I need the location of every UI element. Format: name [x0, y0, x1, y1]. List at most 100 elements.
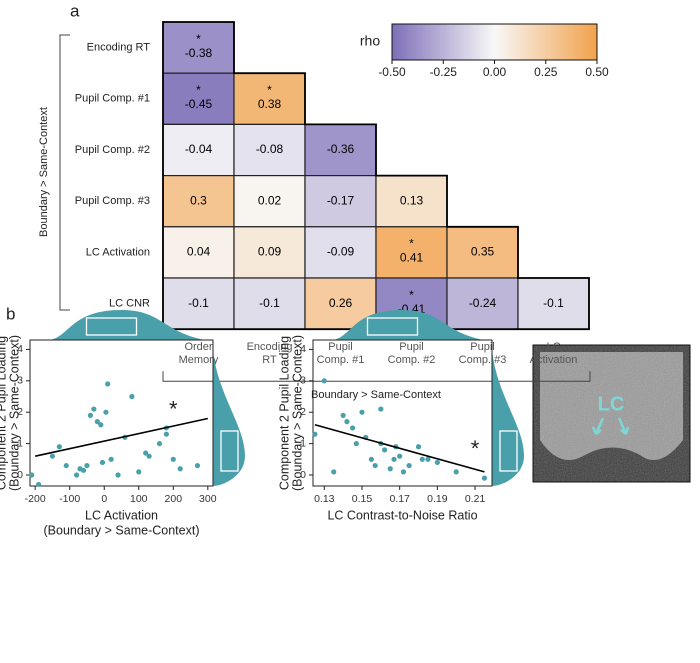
panel-label: b: [6, 304, 15, 323]
x-tick-label: -100: [59, 493, 80, 505]
cell-value: -0.36: [327, 142, 355, 156]
data-point: [129, 393, 135, 400]
data-point: [146, 453, 152, 459]
heatmap-cell: [233, 175, 306, 228]
significance-star: *: [409, 288, 414, 302]
col-label: Encoding: [247, 341, 293, 353]
data-point: [397, 453, 403, 459]
row-label: LC Activation: [86, 246, 150, 258]
colorbar-tick-label: 0.25: [534, 65, 558, 79]
plot-frame: [29, 339, 214, 487]
significance-star: *: [409, 237, 414, 251]
x-tick-label: 0.17: [389, 493, 410, 505]
data-point: [340, 412, 346, 418]
data-point: [331, 469, 337, 475]
data-point: [434, 459, 440, 466]
cell-value: 0.02: [258, 193, 282, 207]
y-tick-label: 3: [17, 375, 23, 387]
cell-value: -0.04: [185, 142, 213, 156]
x-tick-label: 0: [101, 493, 107, 505]
cell-value: -0.17: [327, 193, 355, 207]
cell-value: 0.26: [329, 296, 353, 310]
data-point: [382, 447, 388, 453]
y-axis-label: Component 2 Pupil Loading: [277, 336, 291, 490]
y-axis-label: Component 2 Pupil Loading: [0, 336, 8, 490]
data-point: [156, 441, 163, 447]
y-tick-label: 4: [300, 343, 306, 355]
col-label: RT: [262, 354, 277, 366]
cell-value: -0.08: [256, 142, 284, 156]
significance-star: *: [267, 83, 272, 97]
data-point: [194, 462, 201, 469]
x-tick-label: 200: [165, 493, 183, 505]
y-tick-label: 3: [300, 375, 306, 387]
y-tick-label: 1: [17, 437, 23, 449]
row-label: Pupil Comp. #2: [75, 144, 150, 156]
colorbar-tick-label: -0.25: [430, 65, 458, 79]
y-tick-label: 0: [17, 469, 23, 481]
x-axis-label: LC Activation: [85, 508, 158, 522]
data-point: [387, 466, 393, 472]
y-tick-label: 2: [300, 406, 306, 418]
x-axis-label: LC Contrast-to-Noise Ratio: [327, 508, 477, 522]
cell-value: -0.45: [185, 97, 213, 111]
heatmap-cell: [162, 277, 235, 330]
cell-value: 0.3: [190, 193, 207, 207]
row-label: LC CNR: [109, 298, 150, 310]
heatmap-cell: [233, 123, 306, 177]
data-point: [359, 409, 365, 415]
row-label: Pupil Comp. #1: [75, 93, 150, 105]
cell-value: -0.1: [543, 296, 564, 310]
x-tick-label: -200: [25, 493, 46, 505]
annotation: *: [471, 436, 480, 461]
y-axis-label: (Boundary > Same-Context): [290, 335, 304, 491]
data-point: [177, 466, 183, 472]
col-label: LC: [546, 341, 560, 353]
data-point: [74, 472, 80, 478]
data-point: [391, 456, 397, 462]
image-noise: [533, 345, 690, 482]
row-label: Pupil Comp. #3: [75, 195, 150, 207]
data-point: [136, 469, 142, 475]
cell-value: -0.24: [469, 296, 497, 310]
bracket: [59, 34, 70, 311]
cell-value: -0.1: [188, 296, 209, 310]
col-label: Pupil: [328, 341, 352, 353]
bracket-label: Boundary > Same-Context: [38, 107, 50, 237]
colorbar-tick-label: 0.50: [585, 65, 609, 79]
row-label: Encoding RT: [87, 42, 151, 54]
col-label: Pupil: [470, 341, 494, 353]
data-point: [91, 406, 97, 412]
data-point: [29, 472, 35, 478]
fit-line: [314, 424, 485, 473]
data-point: [378, 406, 384, 412]
data-point: [36, 481, 42, 488]
x-tick-label: 0.13: [314, 493, 335, 505]
data-point: [312, 431, 318, 437]
mri-image: LC: [532, 344, 691, 483]
cell-value: 0.38: [258, 97, 282, 111]
col-label: Comp. #1: [317, 354, 365, 366]
fit-line: [35, 417, 208, 457]
x-tick-label: 300: [199, 493, 217, 505]
marginal-box: [499, 430, 518, 472]
marginal-box: [85, 317, 138, 336]
heatmap-cell: [446, 226, 519, 279]
data-point: [94, 419, 100, 425]
data-point: [321, 378, 327, 384]
data-point: [170, 456, 176, 462]
heatmap-cell: [517, 277, 590, 330]
cell-value: 0.41: [400, 251, 424, 265]
cell-value: -0.09: [327, 245, 355, 259]
y-tick-label: 0: [300, 469, 306, 481]
col-label: Memory: [179, 354, 219, 366]
x-tick-label: 0.21: [465, 493, 486, 505]
cell-value: 0.04: [187, 245, 211, 259]
significance-star: *: [196, 83, 201, 97]
data-point: [98, 422, 104, 428]
data-point: [410, 324, 416, 331]
x-tick-label: 0.19: [427, 493, 448, 505]
panel-label: a: [70, 1, 80, 20]
data-point: [419, 456, 425, 462]
